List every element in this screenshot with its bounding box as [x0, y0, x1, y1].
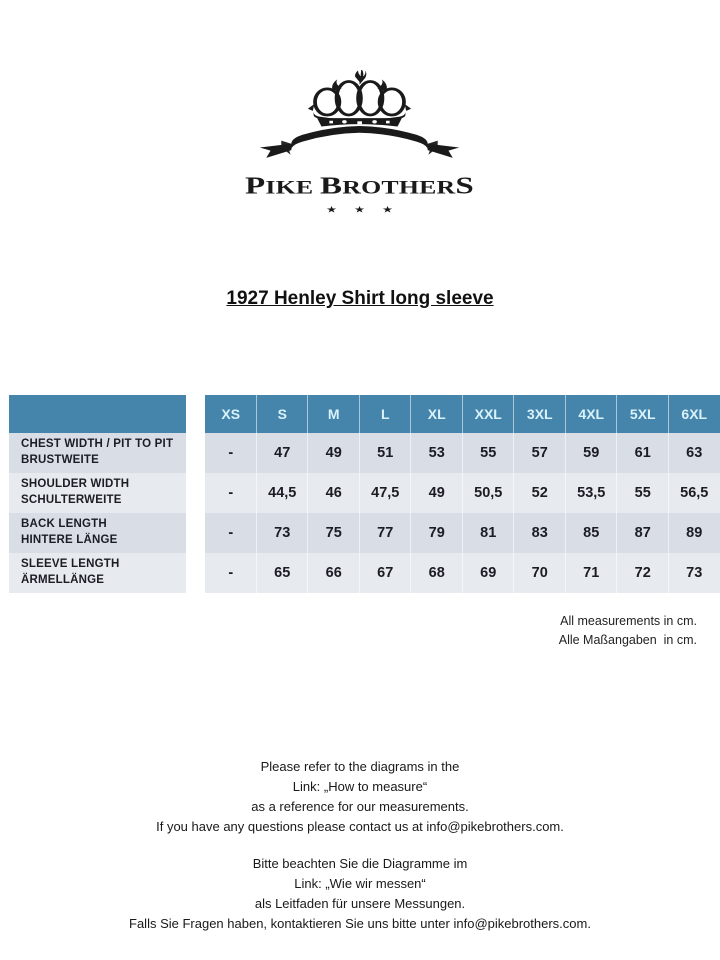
svg-text:★: ★	[382, 205, 393, 215]
svg-text:★: ★	[354, 205, 365, 215]
svg-text:PIKE BROTHERS: PIKE BROTHERS	[245, 173, 474, 200]
svg-text:★: ★	[326, 205, 337, 215]
